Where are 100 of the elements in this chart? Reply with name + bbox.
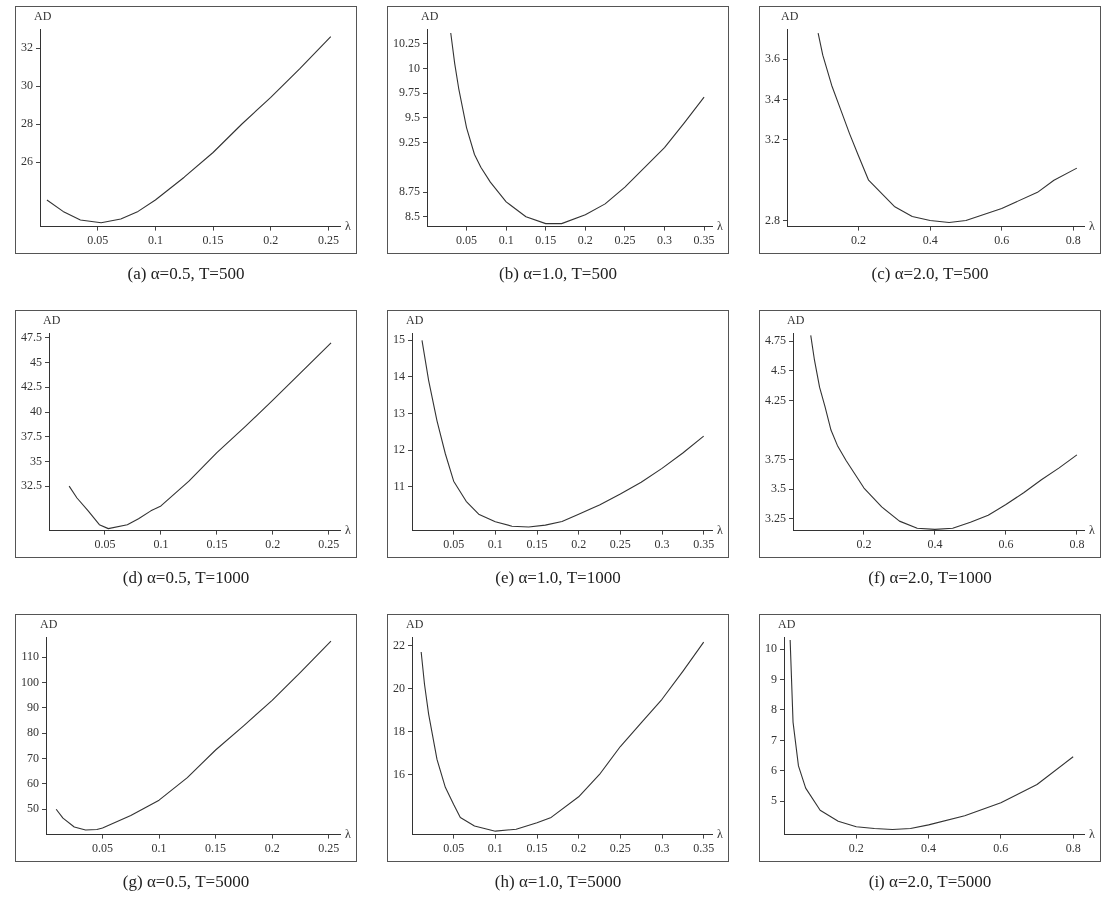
y-axis-title: AD <box>40 617 58 632</box>
x-tick-label: 0.1 <box>151 840 167 855</box>
y-tick-label: 20 <box>393 680 405 695</box>
y-tick-label: 3.6 <box>765 51 780 66</box>
x-tick-label: 0.3 <box>654 536 670 551</box>
x-tick-label: 0.25 <box>609 840 631 855</box>
y-tick-label: 10 <box>765 641 777 656</box>
x-tick-label: 0.6 <box>994 232 1010 247</box>
x-tick-label: 0.3 <box>654 840 670 855</box>
x-tick-label: 0.2 <box>848 840 864 855</box>
y-tick-label: 32 <box>21 40 33 55</box>
y-tick-label: 3.25 <box>765 510 786 525</box>
y-tick-label: 26 <box>21 154 33 169</box>
text: (f) α=2.0, T=1000 <box>868 568 992 588</box>
x-tick-label: 0.1 <box>487 536 503 551</box>
x-tick-label: 0.8 <box>1065 840 1081 855</box>
x-tick-label: 0.4 <box>927 536 943 551</box>
x-tick-label: 0.35 <box>693 840 715 855</box>
x-tick-label: 0.25 <box>614 232 636 247</box>
x-axis-title: λ <box>1089 522 1095 537</box>
x-axis-title: λ <box>345 522 351 537</box>
x-tick-label: 0.2 <box>265 536 281 551</box>
x-tick-label: 0.2 <box>571 840 587 855</box>
x-tick-label: 0.25 <box>318 536 340 551</box>
y-tick-label: 3.2 <box>765 132 780 147</box>
y-tick-label: 8 <box>771 702 777 717</box>
y-tick-label: 11 <box>393 478 405 493</box>
x-tick-label: 0.1 <box>487 840 503 855</box>
x-tick-label: 0.2 <box>264 840 280 855</box>
y-tick-label: 100 <box>21 674 39 689</box>
y-tick-label: 9.75 <box>399 85 420 100</box>
x-tick-label: 0.8 <box>1069 536 1085 551</box>
y-tick-label: 2.8 <box>765 212 780 227</box>
x-tick-label: 0.25 <box>318 840 340 855</box>
y-tick-label: 35 <box>30 453 42 468</box>
y-tick-label: 10 <box>408 60 420 75</box>
y-tick-label: 37.5 <box>21 428 42 443</box>
x-tick-label: 0.35 <box>693 232 715 247</box>
y-tick-label: 4.25 <box>765 392 786 407</box>
y-tick-label: 50 <box>27 801 39 816</box>
y-tick-label: 8.75 <box>399 184 420 199</box>
y-tick-label: 13 <box>393 405 405 420</box>
text: (b) α=1.0, T=500 <box>499 264 617 284</box>
y-tick-label: 110 <box>21 649 39 664</box>
x-axis-title: λ <box>717 522 723 537</box>
y-tick-label: 42.5 <box>21 379 42 394</box>
x-axis-title: λ <box>717 826 723 841</box>
x-tick-label: 0.4 <box>922 232 938 247</box>
x-tick-label: 0.8 <box>1065 232 1081 247</box>
x-tick-label: 0.4 <box>921 840 937 855</box>
x-axis-title: λ <box>345 218 351 233</box>
text: (h) α=1.0, T=5000 <box>494 872 622 892</box>
x-tick-label: 0.2 <box>577 232 593 247</box>
y-tick-label: 28 <box>21 116 33 131</box>
y-tick-label: 3.4 <box>765 91 780 106</box>
text: (d) α=0.5, T=1000 <box>122 568 250 588</box>
y-axis-title: AD <box>778 617 796 632</box>
x-tick-label: 0.05 <box>92 840 114 855</box>
x-tick-label: 0.15 <box>526 840 548 855</box>
x-tick-label: 0.35 <box>693 536 715 551</box>
x-tick-label: 0.1 <box>498 232 514 247</box>
y-axis-title: AD <box>421 9 439 24</box>
x-axis-title: λ <box>717 218 723 233</box>
x-tick-label: 0.15 <box>205 840 227 855</box>
y-tick-label: 9.25 <box>399 134 420 149</box>
y-tick-label: 5 <box>771 793 777 808</box>
y-tick-label: 80 <box>27 725 39 740</box>
x-tick-label: 0.15 <box>526 536 548 551</box>
text: (e) α=1.0, T=1000 <box>495 568 621 588</box>
y-tick-label: 90 <box>27 700 39 715</box>
y-tick-label: 40 <box>30 404 42 419</box>
y-axis-title: AD <box>34 9 52 24</box>
y-tick-label: 3.75 <box>765 451 786 466</box>
x-tick-label: 0.1 <box>147 232 163 247</box>
y-tick-label: 6 <box>771 762 777 777</box>
x-axis-title: λ <box>1089 826 1095 841</box>
x-tick-label: 0.05 <box>443 840 465 855</box>
y-tick-label: 9.5 <box>405 110 420 125</box>
y-axis-title: AD <box>406 313 424 328</box>
y-tick-label: 15 <box>393 332 405 347</box>
y-tick-label: 22 <box>393 637 405 652</box>
y-tick-label: 12 <box>393 442 405 457</box>
y-tick-label: 8.5 <box>405 208 420 223</box>
x-tick-label: 0.2 <box>856 536 872 551</box>
y-axis-title: AD <box>406 617 424 632</box>
y-tick-label: 10.25 <box>393 35 420 50</box>
y-tick-label: 9 <box>771 671 777 686</box>
y-tick-label: 30 <box>21 78 33 93</box>
text: (c) α=2.0, T=500 <box>871 264 989 284</box>
x-axis-title: λ <box>345 826 351 841</box>
x-tick-label: 0.25 <box>609 536 631 551</box>
x-axis-title: λ <box>1089 218 1095 233</box>
y-tick-label: 3.5 <box>771 481 786 496</box>
y-tick-label: 7 <box>771 732 777 747</box>
x-tick-label: 0.3 <box>657 232 672 247</box>
x-tick-label: 0.25 <box>317 232 339 247</box>
x-tick-label: 0.05 <box>456 232 478 247</box>
y-axis-title: AD <box>781 9 799 24</box>
text: (a) α=0.5, T=500 <box>127 264 245 284</box>
y-tick-label: 14 <box>393 369 405 384</box>
